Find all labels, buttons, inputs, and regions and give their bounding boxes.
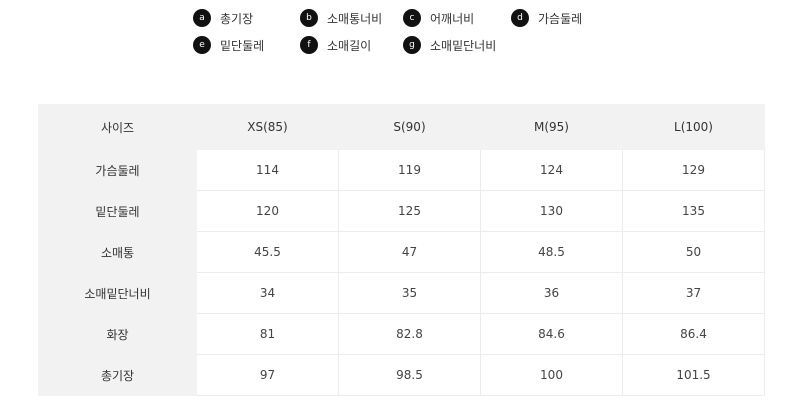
legend-label: 소매밑단너비 xyxy=(430,38,497,53)
table-cell: 100 xyxy=(480,354,623,396)
legend-label: 소매통너비 xyxy=(327,11,383,26)
legend-label: 어깨너비 xyxy=(430,11,475,26)
legend-badge-icon: d xyxy=(511,9,529,27)
legend-item: f 소매길이 xyxy=(300,36,371,54)
legend-badge-icon: b xyxy=(300,9,318,27)
row-label: 밑단둘레 xyxy=(38,190,197,232)
column-header: 사이즈 xyxy=(38,104,197,150)
legend-item: c 어깨너비 xyxy=(403,9,474,27)
table-row: 밑단둘레 120 125 130 135 xyxy=(38,190,765,232)
table-cell: 35 xyxy=(338,272,481,314)
column-header: M(95) xyxy=(480,104,623,150)
row-label: 소매통 xyxy=(38,231,197,273)
table-cell: 37 xyxy=(622,272,765,314)
table-cell: 135 xyxy=(622,190,765,232)
table-cell: 114 xyxy=(196,149,339,191)
table-cell: 45.5 xyxy=(196,231,339,273)
legend-badge-icon: c xyxy=(403,9,421,27)
legend-badge-icon: a xyxy=(193,9,211,27)
legend-item: g 소매밑단너비 xyxy=(403,36,496,54)
table-cell: 98.5 xyxy=(338,354,481,396)
table-cell: 124 xyxy=(480,149,623,191)
legend-item: d 가슴둘레 xyxy=(511,9,582,27)
table-cell: 82.8 xyxy=(338,313,481,355)
legend-badge-icon: g xyxy=(403,36,421,54)
table-cell: 101.5 xyxy=(622,354,765,396)
column-header: S(90) xyxy=(338,104,481,150)
column-header: L(100) xyxy=(622,104,765,150)
row-label: 총기장 xyxy=(38,354,197,396)
table-cell: 48.5 xyxy=(480,231,623,273)
legend-item: b 소매통너비 xyxy=(300,9,382,27)
table-cell: 47 xyxy=(338,231,481,273)
legend-label: 소매길이 xyxy=(327,38,372,53)
column-header: XS(85) xyxy=(196,104,339,150)
legend-badge-icon: f xyxy=(300,36,318,54)
table-row: 가슴둘레 114 119 124 129 xyxy=(38,149,765,191)
legend-item: e 밑단둘레 xyxy=(193,36,264,54)
table-cell: 34 xyxy=(196,272,339,314)
size-table: 사이즈 XS(85) S(90) M(95) L(100) 가슴둘레 114 119 124 12… xyxy=(38,104,765,396)
table-cell: 50 xyxy=(622,231,765,273)
table-cell: 81 xyxy=(196,313,339,355)
legend-label: 밑단둘레 xyxy=(220,38,265,53)
legend-label: 총기장 xyxy=(220,11,254,26)
table-row: 소매통 45.5 47 48.5 50 xyxy=(38,231,765,273)
table-cell: 36 xyxy=(480,272,623,314)
table-cell: 86.4 xyxy=(622,313,765,355)
table-cell: 125 xyxy=(338,190,481,232)
table-cell: 84.6 xyxy=(480,313,623,355)
table-cell: 97 xyxy=(196,354,339,396)
legend-label: 가슴둘레 xyxy=(538,11,583,26)
table-row: 화장 81 82.8 84.6 86.4 xyxy=(38,313,765,355)
legend-item: a 총기장 xyxy=(193,9,253,27)
row-label: 화장 xyxy=(38,313,197,355)
table-cell: 120 xyxy=(196,190,339,232)
table-row: 소매밑단너비 34 35 36 37 xyxy=(38,272,765,314)
table-row: 총기장 97 98.5 100 101.5 xyxy=(38,354,765,396)
table-cell: 129 xyxy=(622,149,765,191)
header-row: 사이즈 XS(85) S(90) M(95) L(100) xyxy=(38,104,765,150)
legend-badge-icon: e xyxy=(193,36,211,54)
row-label: 가슴둘레 xyxy=(38,149,197,191)
table-cell: 119 xyxy=(338,149,481,191)
row-label: 소매밑단너비 xyxy=(38,272,197,314)
table-cell: 130 xyxy=(480,190,623,232)
